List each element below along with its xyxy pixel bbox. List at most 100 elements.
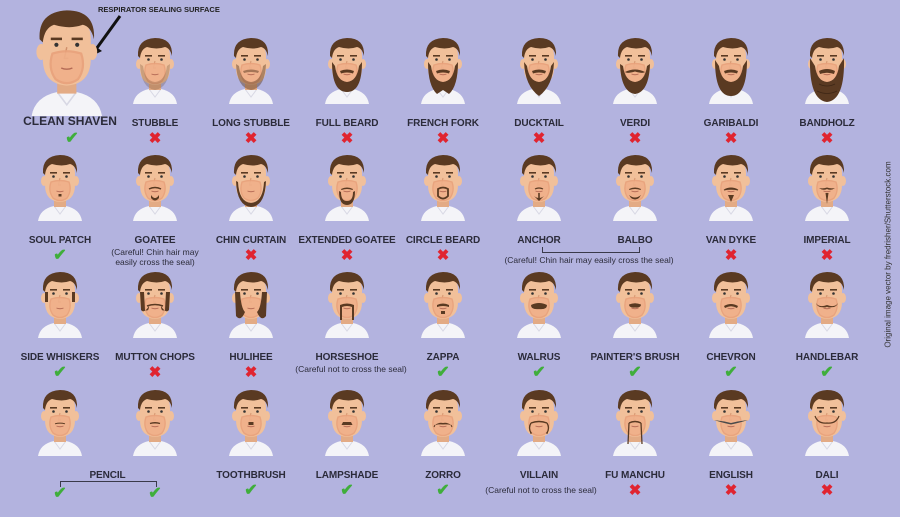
style-cell-villain: VILLAIN (Careful not to cross the seal) [485, 386, 597, 506]
style-label: EXTENDED GOATEE [298, 235, 396, 246]
handlebar-face-icon [805, 272, 849, 338]
style-note: (Careful not to cross the seal) [295, 364, 407, 374]
style-cell-zappa: ZAPPA ✔ [393, 268, 493, 388]
style-label: FULL BEARD [315, 118, 379, 129]
soulpatch-face-icon [38, 155, 82, 221]
dali-face-icon [805, 390, 849, 456]
cross-icon: ✖ [436, 130, 450, 147]
style-label: ZAPPA [426, 352, 460, 363]
handlebar-illustration [799, 268, 855, 343]
fullbeard-illustration [319, 34, 375, 109]
muttonchops-face-icon [133, 272, 177, 338]
anchor-face-icon [517, 155, 561, 221]
style-cell-horseshoe: HORSESHOE (Careful not to cross the seal) [295, 268, 407, 388]
cross-icon: ✖ [820, 482, 834, 499]
style-cell-bandholz: BANDHOLZ ✖ [777, 34, 877, 154]
vandyke-face-icon [709, 155, 753, 221]
style-cell-painter: PAINTER'S BRUSH ✔ [585, 268, 685, 388]
style-cell-imperial: IMPERIAL ✖ [777, 151, 877, 271]
cross-icon: ✖ [628, 130, 642, 147]
style-label: HORSESHOE [315, 352, 379, 363]
style-label: LONG STUBBLE [212, 118, 290, 129]
verdi-face-icon [613, 38, 657, 104]
bandholz-face-icon [805, 38, 849, 104]
check-icon: ✔ [820, 364, 834, 381]
cross-icon: ✖ [148, 364, 162, 381]
garibaldi-face-icon [709, 38, 753, 104]
clean-shaven-check-icon: ✔ [65, 130, 79, 147]
goatee-face-icon [133, 155, 177, 221]
style-cell-dali: DALI ✖ [777, 386, 877, 506]
toothbrush-illustration [223, 386, 279, 461]
style-label: BANDHOLZ [799, 118, 855, 129]
style-cell-vandyke: VAN DYKE ✖ [681, 151, 781, 271]
english-face-icon [709, 390, 753, 456]
goatee-illustration [127, 151, 183, 226]
style-label: PAINTER'S BRUSH [590, 352, 680, 363]
image-credit: Original image vector by fredrisher/Shut… [883, 161, 893, 348]
chincurtain-illustration [223, 151, 279, 226]
ducktail-illustration [511, 34, 567, 109]
style-label: SIDE WHISKERS [20, 352, 100, 363]
cleanshaven-face-icon [31, 10, 102, 116]
check-icon: ✔ [436, 482, 450, 499]
imperial-illustration [799, 151, 855, 226]
style-cell-extgoatee: EXTENDED GOATEE ✖ [297, 151, 397, 271]
check-icon: ✔ [724, 364, 738, 381]
frenchfork-face-icon [421, 38, 465, 104]
check-icon: ✔ [340, 482, 354, 499]
cross-icon: ✖ [244, 247, 258, 264]
stubble-illustration [127, 34, 183, 109]
lampshade-face-icon [325, 390, 369, 456]
sidewhiskers-illustration [32, 268, 88, 343]
verdi-illustration [607, 34, 663, 109]
circlebeard-illustration [415, 151, 471, 226]
cross-icon: ✖ [244, 364, 258, 381]
style-cell-soulpatch: SOUL PATCH ✔ [10, 151, 110, 271]
style-cell-chevron: CHEVRON ✔ [681, 268, 781, 388]
style-cell-pencil1: ✔ [10, 386, 110, 506]
soulpatch-illustration [32, 151, 88, 226]
check-icon: ✔ [628, 364, 642, 381]
style-label: ANCHOR [517, 235, 561, 246]
hulihee-illustration [223, 268, 279, 343]
respirator-callout: RESPIRATOR SEALING SURFACE [98, 5, 220, 14]
check-icon: ✔ [53, 247, 67, 264]
style-label: VAN DYKE [705, 235, 757, 246]
pencil2-illustration [127, 386, 183, 461]
style-label: VILLAIN [519, 470, 559, 481]
cross-icon: ✖ [820, 247, 834, 264]
style-note: (Careful! Chin hair may easily cross the… [111, 247, 199, 267]
style-cell-balbo: BALBO [585, 151, 685, 271]
toothbrush-face-icon [229, 390, 273, 456]
check-icon: ✔ [244, 482, 258, 499]
style-label: FRENCH FORK [407, 118, 479, 129]
cross-icon: ✖ [340, 130, 354, 147]
zappa-face-icon [421, 272, 465, 338]
style-note: (Careful not to cross the seal) [485, 485, 597, 495]
check-icon: ✔ [532, 364, 546, 381]
style-label: ENGLISH [709, 470, 753, 481]
painter-illustration [607, 268, 663, 343]
style-label: MUTTON CHOPS [115, 352, 195, 363]
villain-illustration [511, 386, 567, 461]
style-label: GARIBALDI [703, 118, 759, 129]
balbo-face-icon [613, 155, 657, 221]
style-cell-sidewhiskers: SIDE WHISKERS ✔ [10, 268, 110, 388]
style-label: BALBO [617, 235, 653, 246]
cross-icon: ✖ [436, 247, 450, 264]
chevron-illustration [703, 268, 759, 343]
pencil-label: PENCIL [89, 470, 126, 481]
style-label: HULIHEE [229, 352, 273, 363]
ducktail-face-icon [517, 38, 561, 104]
muttonchops-illustration [127, 268, 183, 343]
pencil2-face-icon [133, 390, 177, 456]
fumanchu-illustration [607, 386, 663, 461]
style-cell-circlebeard: CIRCLE BEARD ✖ [393, 151, 493, 271]
longstubble-illustration [223, 34, 279, 109]
style-cell-frenchfork: FRENCH FORK ✖ [393, 34, 493, 154]
vandyke-illustration [703, 151, 759, 226]
chincurtain-face-icon [229, 155, 273, 221]
style-label: TOOTHBRUSH [216, 470, 286, 481]
anchor-balbo-bracket [542, 247, 640, 253]
